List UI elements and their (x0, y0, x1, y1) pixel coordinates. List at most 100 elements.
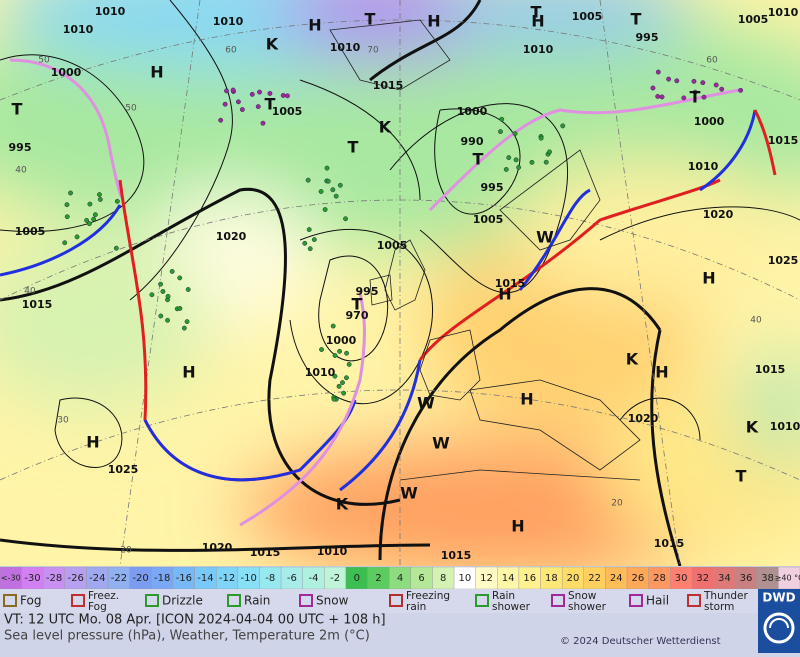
weather-dot (149, 292, 155, 298)
weather-dot (655, 94, 661, 99)
map-label: T (531, 3, 542, 22)
scale-label: -30 (24, 573, 40, 584)
weather-dot (62, 240, 68, 246)
weather-dot (738, 87, 744, 93)
map-label: 1020 (628, 412, 659, 425)
scale-label: 10 (458, 573, 471, 584)
map-label: T (265, 95, 276, 114)
legend-label: Drizzle (162, 594, 203, 608)
weather-dot (498, 129, 503, 134)
weather-dot (713, 82, 719, 88)
map-label: 1000 (326, 334, 357, 347)
weather-dot (306, 227, 312, 232)
weather-dot (285, 93, 290, 99)
weather-dot (344, 375, 349, 381)
map-label: 50 (125, 104, 137, 114)
scale-label: 2 (375, 573, 381, 584)
map: 1010101010101000995100510151020HTHH10251… (0, 0, 800, 566)
legend-label: Snow shower (568, 590, 607, 613)
weather-dot (330, 187, 336, 193)
scale-label: 16 (523, 573, 536, 584)
legend-label: Freez. Fog (88, 590, 119, 613)
weather-dot (257, 89, 262, 95)
map-label: 1010 (688, 160, 719, 173)
map-label: 1005 (377, 239, 408, 252)
weather-dot (330, 323, 336, 329)
map-label: H (427, 12, 440, 31)
map-label: 50 (38, 56, 50, 66)
weather-dot (322, 207, 328, 212)
map-label: 970 (346, 309, 369, 322)
scale-label: -12 (219, 573, 235, 584)
map-label: 1015 (654, 537, 685, 550)
weather-dot (516, 164, 522, 170)
map-label: 30 (57, 416, 69, 426)
map-label: 40 (750, 316, 762, 326)
map-label: T (736, 467, 747, 486)
map-label: T (690, 88, 701, 107)
scale-label: 20 (567, 573, 580, 584)
scale-label: ≥40 °C (775, 574, 800, 583)
scale-label: 8 (440, 573, 446, 584)
map-label: K (336, 495, 349, 514)
weather-dot (305, 177, 311, 183)
map-label: T (12, 100, 23, 119)
weather-dot (311, 237, 317, 242)
map-label: K (626, 350, 639, 369)
scale-label: 22 (588, 573, 601, 584)
legend-icon (227, 594, 241, 607)
weather-dot (512, 131, 518, 137)
map-label: 1000 (51, 66, 82, 79)
weather-dot (92, 212, 98, 218)
weather-dot (499, 116, 505, 122)
weather-dot (655, 69, 661, 75)
weather-dot (332, 373, 338, 379)
map-label: W (432, 434, 450, 453)
copyright: © 2024 Deutscher Wetterdienst (560, 636, 721, 647)
scale-label: -28 (46, 573, 62, 584)
map-label: T (365, 10, 376, 29)
map-label: 1000 (694, 115, 725, 128)
map-label: 1005 (473, 213, 504, 226)
weather-dot (160, 289, 166, 294)
weather-dot (184, 319, 190, 325)
weather-dot (343, 216, 348, 222)
weather-dot (700, 80, 706, 86)
weather-dot (177, 306, 183, 311)
map-label: T (631, 10, 642, 29)
weather-dot (666, 76, 672, 82)
weather-dot (177, 275, 183, 281)
weather-dot (337, 182, 343, 188)
map-label: W (417, 394, 435, 413)
scale-label: -2 (330, 573, 340, 584)
legend-icon (389, 594, 403, 607)
map-label: H (182, 363, 195, 382)
map-label: 1005 (738, 13, 769, 26)
weather-dot (97, 197, 103, 202)
map-label: 1005 (272, 105, 303, 118)
weather-dot (230, 87, 236, 93)
map-label: 1015 (22, 298, 53, 311)
weather-dot (169, 269, 175, 274)
weather-dot (503, 167, 509, 172)
weather-dot (701, 94, 707, 100)
weather-dot (333, 193, 339, 199)
temperature-scale: <-30 -30 -28 -26 -24 -22 -20 -18 -16 -14 -12 -10 -8-… (0, 566, 800, 590)
map-label: 1010 (770, 420, 800, 433)
fronts (0, 58, 777, 527)
scale-label: 14 (502, 573, 515, 584)
scale-label: 26 (631, 573, 644, 584)
scale-label: 12 (480, 573, 493, 584)
weather-dot (280, 93, 286, 98)
scale-label: 38 (761, 573, 774, 584)
scale-label: -14 (197, 573, 213, 584)
map-label: 1005 (15, 225, 46, 238)
map-label: 995 (356, 285, 379, 298)
weather-dot (681, 95, 687, 101)
weather-dot (113, 245, 119, 251)
weather-dot (302, 240, 308, 246)
weather-dot (249, 91, 255, 97)
weather-dot (87, 221, 92, 227)
map-label: H (150, 63, 163, 82)
weather-dot (543, 159, 549, 165)
